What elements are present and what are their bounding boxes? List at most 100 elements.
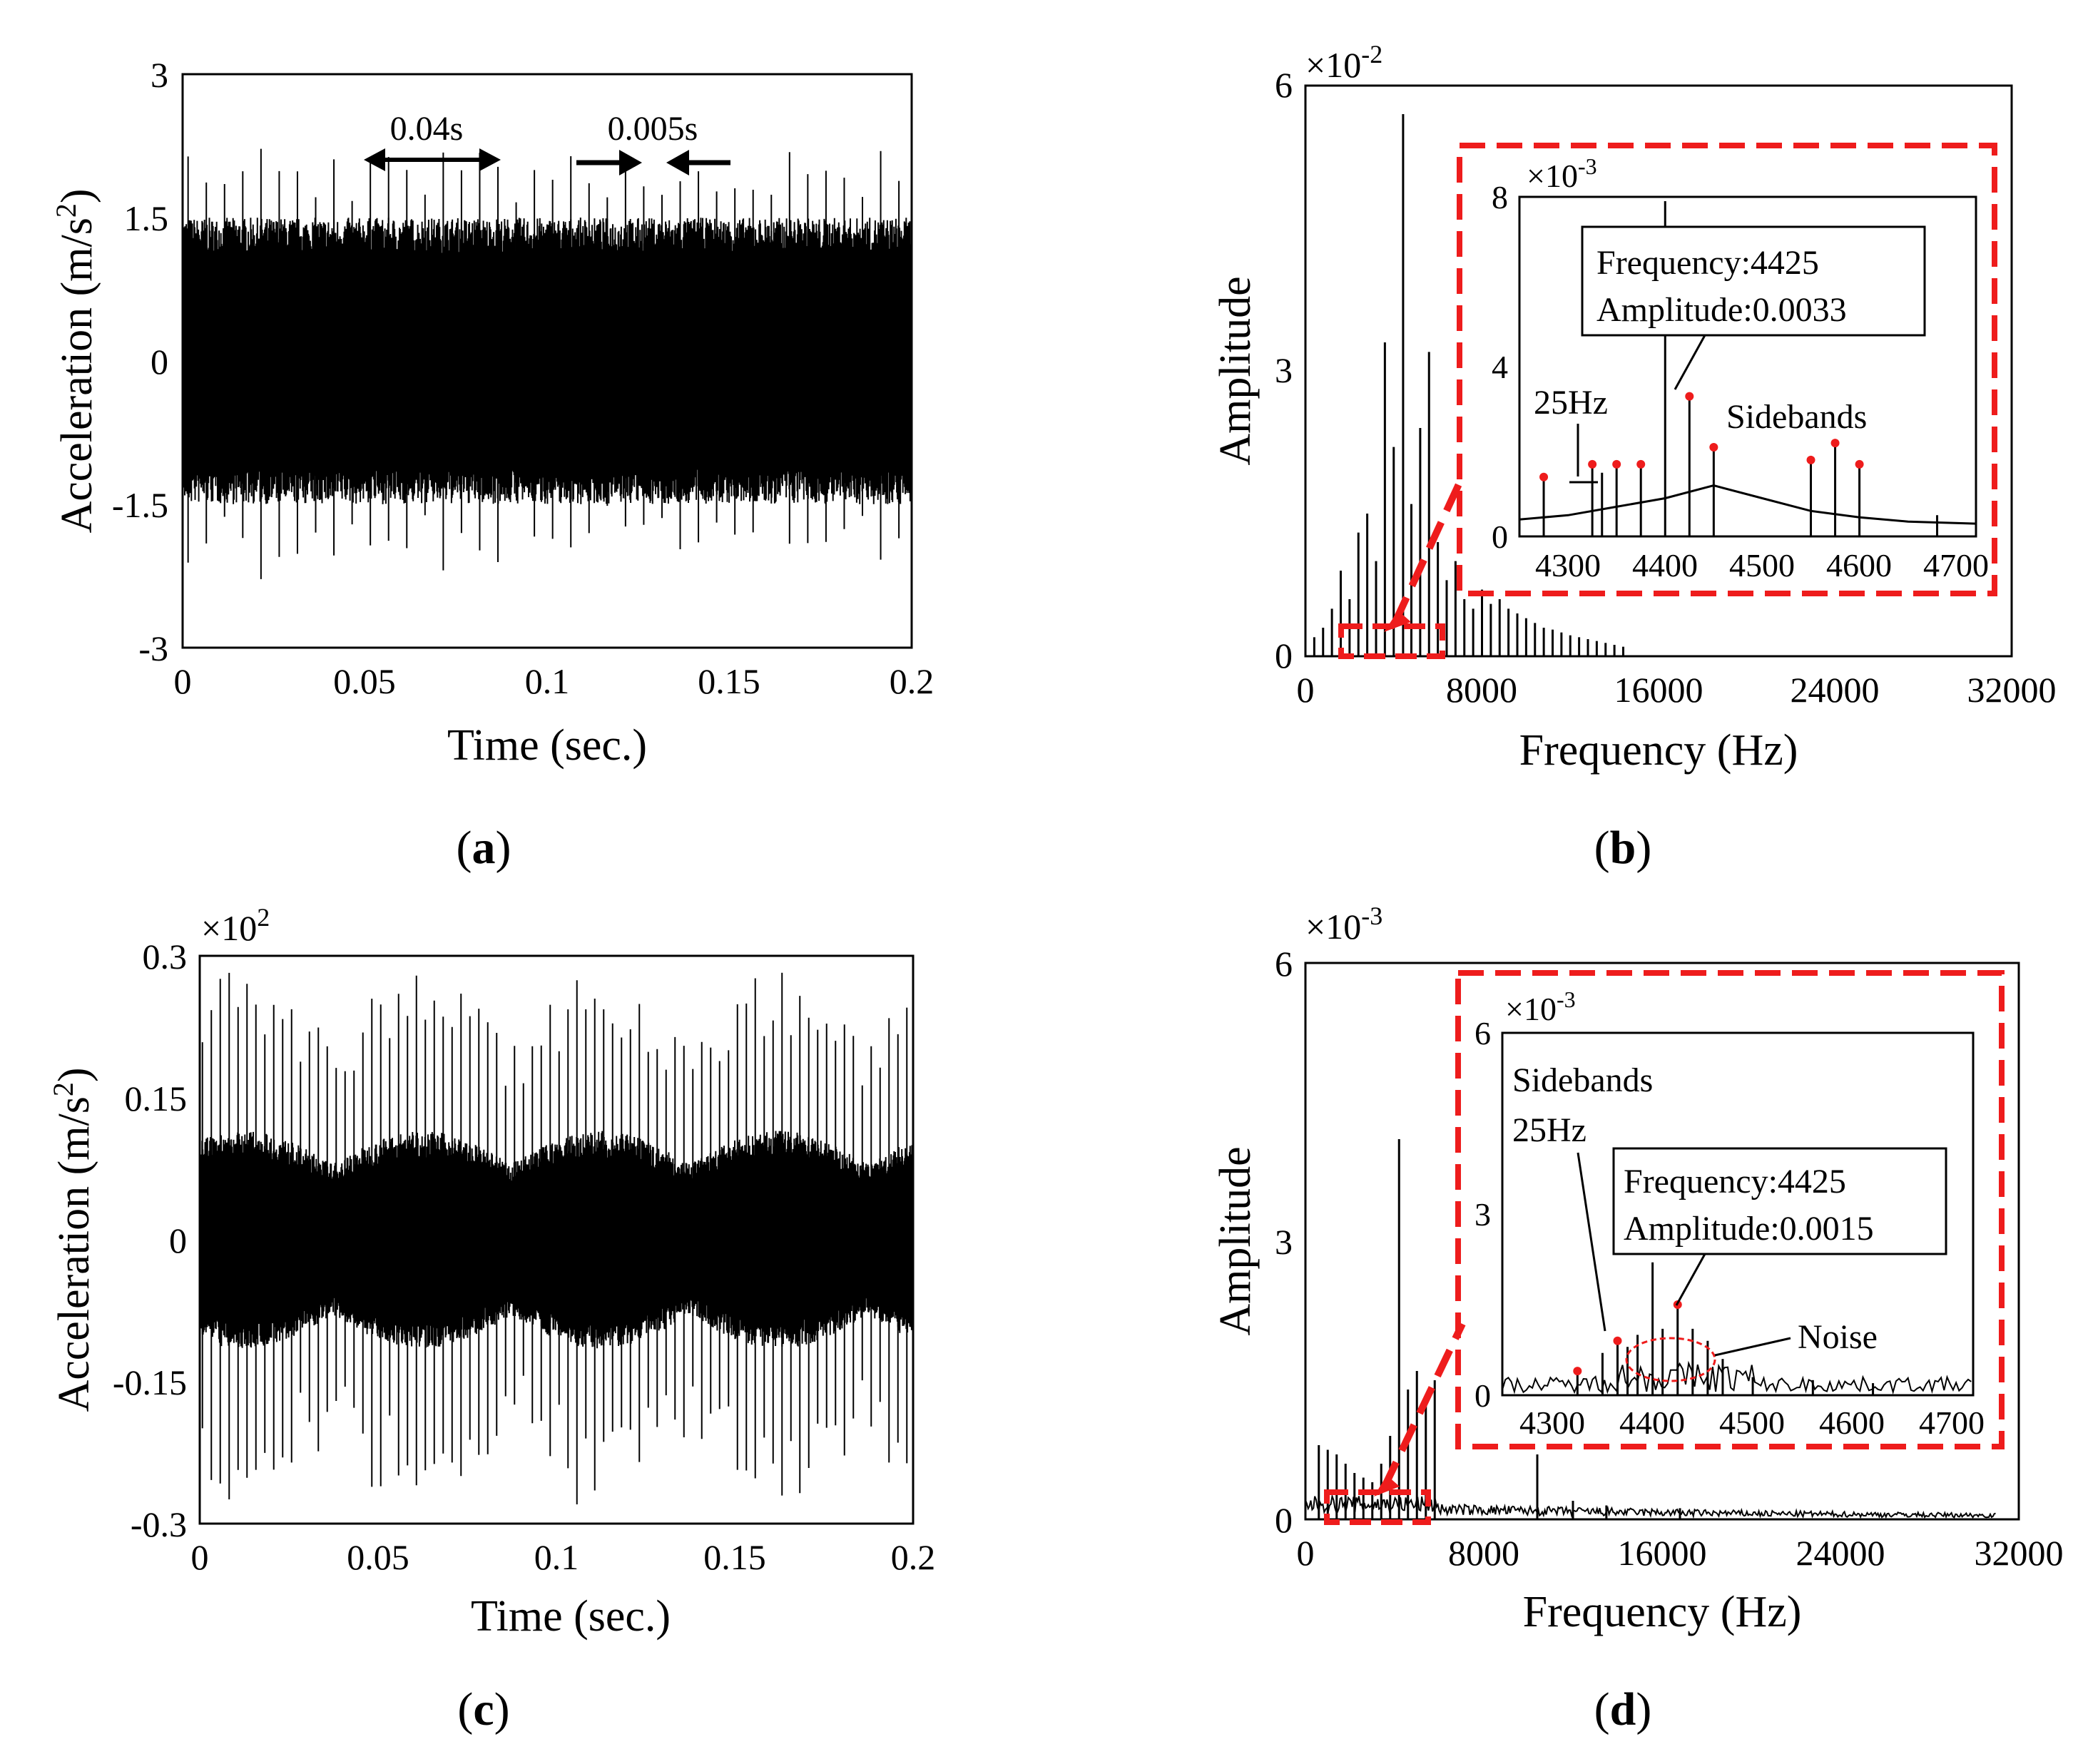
panel-b-spectrum bbox=[1313, 114, 1624, 656]
y-tick-label: 0 bbox=[1275, 636, 1293, 675]
inset-callout-box bbox=[1581, 225, 1926, 337]
inset-callout-pointer bbox=[1674, 335, 1706, 390]
x-tick-label: 16000 bbox=[1614, 670, 1703, 710]
inset-peak-marker bbox=[1612, 459, 1621, 469]
panel-d-y-axis-label: Amplitude bbox=[1211, 1146, 1260, 1335]
panel-a-signal-trace bbox=[182, 217, 912, 504]
panel-b-zoom-connector bbox=[1391, 474, 1466, 626]
x-tick-label: 0 bbox=[174, 661, 192, 701]
y-tick-label: 0 bbox=[151, 342, 168, 382]
x-tick-label: 0.05 bbox=[347, 1537, 409, 1577]
inset-callout-frequency: Frequency:4425 bbox=[1596, 244, 1819, 282]
panel-d-inset: ×10-3 6 3 0 4300 4400 4500 4600 4700 Sid… bbox=[1475, 986, 1985, 1441]
inset-label-25hz: 25Hz bbox=[1512, 1111, 1586, 1149]
panel-b-inset: ×10-3 8 4 0 4300 4400 4500 4600 4700 Fre… bbox=[1492, 153, 1989, 583]
panel-c-exponent-label: ×102 bbox=[201, 903, 270, 948]
inset-y-tick: 6 bbox=[1475, 1015, 1491, 1051]
panel-a-x-ticks: 0 0.05 0.1 0.15 0.2 bbox=[174, 661, 934, 701]
panel-b-caption: (b) bbox=[1594, 822, 1652, 874]
panel-c-y-axis-label: Acceleration (m/s2) bbox=[47, 1067, 99, 1412]
panel-a: 3 1.5 0 -1.5 -3 0 0.05 0.1 0.15 0.2 Time… bbox=[50, 55, 934, 874]
panel-d-plot-frame bbox=[1304, 962, 2020, 1521]
y-tick-label: 0.15 bbox=[125, 1079, 188, 1118]
inset-label-25hz: 25Hz bbox=[1534, 384, 1608, 422]
x-tick-label: 32000 bbox=[1975, 1533, 2064, 1573]
inset-noise-pointer bbox=[1714, 1337, 1791, 1357]
panel-d-x-ticks: 0 8000 16000 24000 32000 bbox=[1297, 1533, 2064, 1573]
inset-x-tick: 4600 bbox=[1819, 1404, 1885, 1441]
inset-y-tick: 4 bbox=[1492, 349, 1508, 385]
inset-peaks bbox=[1539, 200, 1939, 536]
inset-callout-amplitude: Amplitude:0.0015 bbox=[1624, 1210, 1874, 1248]
inset-peak-marker bbox=[1636, 459, 1646, 469]
panel-d-zoom-arrow-icon bbox=[1374, 1475, 1400, 1497]
y-tick-label: 0 bbox=[169, 1220, 187, 1260]
annotation-label: 0.005s bbox=[608, 110, 698, 148]
x-tick-label: 8000 bbox=[1446, 670, 1517, 710]
inset-25hz-pointer bbox=[1577, 1152, 1606, 1332]
inset-peak-marker bbox=[1539, 472, 1549, 481]
panel-d-spectrum bbox=[1318, 1139, 1681, 1519]
inset-peak-marker bbox=[1588, 459, 1597, 469]
panel-a-y-axis-label: Acceleration (m/s2) bbox=[50, 188, 102, 533]
panel-b-x-axis-label: Frequency (Hz) bbox=[1519, 726, 1798, 775]
inset-callout-box bbox=[1612, 1147, 1947, 1255]
panel-c-impulses bbox=[201, 972, 908, 1504]
inset-y-tick: 0 bbox=[1492, 519, 1508, 555]
inset-y-tick: 0 bbox=[1475, 1377, 1491, 1414]
panel-b-zoom-region bbox=[1338, 623, 1445, 659]
inset-x-tick: 4700 bbox=[1919, 1404, 1985, 1441]
panel-a-annotation-0.005s: 0.005s bbox=[576, 110, 730, 175]
inset-callout-amplitude: Amplitude:0.0033 bbox=[1596, 291, 1847, 329]
y-tick-label: 3 bbox=[151, 55, 168, 95]
x-tick-label: 0.15 bbox=[698, 661, 760, 701]
panel-d-noise-floor bbox=[1305, 1494, 1996, 1519]
inset-noise-ellipse bbox=[1625, 1337, 1716, 1382]
inset-callout-pointer bbox=[1675, 1253, 1706, 1306]
panel-b-inset-border bbox=[1457, 143, 1997, 596]
panel-d-x-axis-label: Frequency (Hz) bbox=[1523, 1588, 1802, 1636]
panel-c-y-ticks: 0.3 0.15 0 -0.15 -0.3 bbox=[113, 937, 187, 1544]
inset-x-tick: 4400 bbox=[1632, 547, 1698, 583]
inset-x-tick: 4600 bbox=[1826, 547, 1892, 583]
inset-exponent-label: ×10-3 bbox=[1527, 153, 1597, 194]
x-tick-label: 16000 bbox=[1618, 1533, 1707, 1573]
y-tick-label: 6 bbox=[1275, 944, 1293, 984]
x-tick-label: 32000 bbox=[1967, 670, 2057, 710]
inset-x-tick: 4500 bbox=[1729, 547, 1795, 583]
panel-b-y-ticks: 6 3 0 bbox=[1275, 65, 1293, 675]
x-tick-label: 0.1 bbox=[534, 1537, 579, 1577]
panel-d-exponent-label: ×10-3 bbox=[1305, 902, 1382, 947]
x-tick-label: 0 bbox=[191, 1537, 209, 1577]
y-tick-label: 6 bbox=[1275, 65, 1293, 105]
panel-b-zoom-arrow-icon bbox=[1384, 611, 1411, 632]
panel-b-plot-frame bbox=[1304, 84, 2013, 658]
x-tick-label: 0 bbox=[1297, 670, 1315, 710]
panel-a-caption: (a) bbox=[457, 822, 511, 874]
arrow-head-right-icon bbox=[479, 148, 501, 171]
panel-b-exponent-label: ×10-2 bbox=[1305, 40, 1382, 85]
x-tick-label: 0 bbox=[1297, 1533, 1315, 1573]
y-tick-label: 0.3 bbox=[143, 937, 188, 977]
arrow-right-icon bbox=[619, 150, 642, 175]
panel-a-impulses bbox=[187, 148, 900, 579]
y-tick-label: 3 bbox=[1275, 350, 1293, 390]
panel-d-caption: (d) bbox=[1594, 1683, 1652, 1735]
inset-peak-marker bbox=[1830, 439, 1840, 448]
panel-c-caption: (c) bbox=[457, 1683, 509, 1735]
annotation-label: 0.04s bbox=[390, 110, 464, 148]
x-tick-label: 24000 bbox=[1796, 1533, 1885, 1573]
inset-x-tick: 4500 bbox=[1719, 1404, 1785, 1441]
panel-a-x-axis-label: Time (sec.) bbox=[447, 721, 647, 770]
inset-x-tick: 4300 bbox=[1519, 1404, 1585, 1441]
inset-peak-marker bbox=[1855, 459, 1864, 469]
y-tick-label: -0.3 bbox=[131, 1504, 187, 1544]
y-tick-label: -0.15 bbox=[113, 1362, 187, 1402]
y-tick-label: -1.5 bbox=[112, 485, 168, 525]
panel-a-y-ticks: 3 1.5 0 -1.5 -3 bbox=[112, 55, 168, 668]
panel-b-x-ticks: 0 8000 16000 24000 32000 bbox=[1297, 670, 2057, 710]
panel-c-x-ticks: 0 0.05 0.1 0.15 0.2 bbox=[191, 1537, 936, 1577]
inset-label-noise: Noise bbox=[1798, 1318, 1878, 1356]
panel-d-zoom-connector bbox=[1380, 1322, 1466, 1490]
